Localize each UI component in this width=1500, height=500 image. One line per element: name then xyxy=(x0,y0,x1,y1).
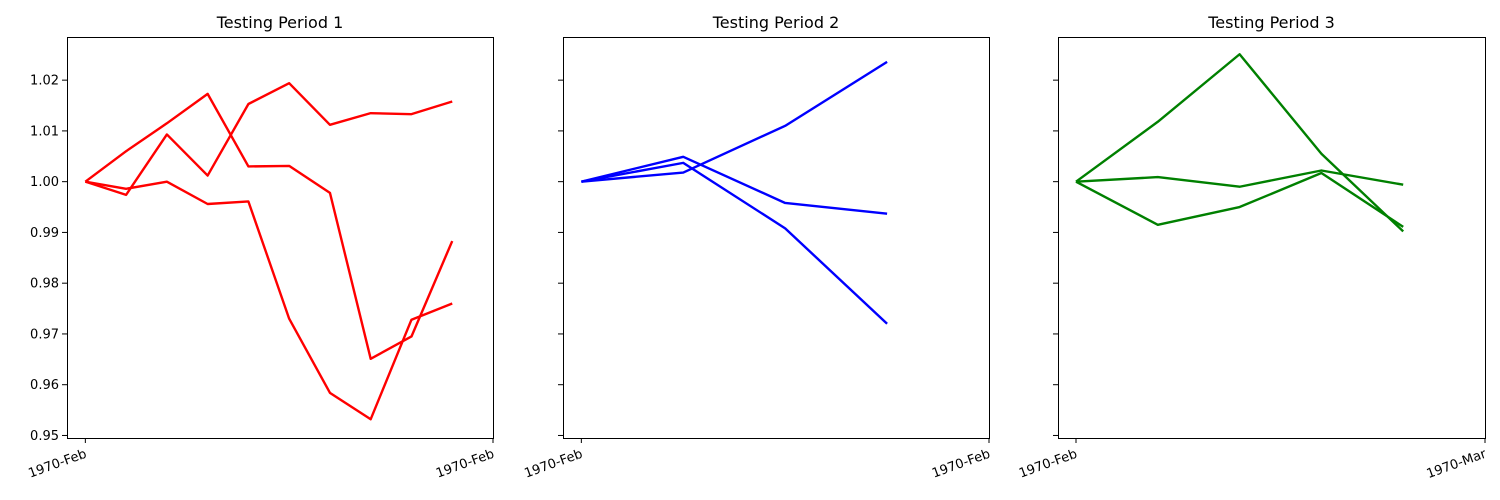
y-tick-label: 1.00 xyxy=(30,175,59,190)
y-tick-label: 1.01 xyxy=(30,124,59,139)
x-tick-label: 1970-Feb xyxy=(26,447,88,482)
chart-panel-2: Testing Period 2 1970-Feb 1970-Feb xyxy=(522,13,992,482)
x-tick-label: 1970-Feb xyxy=(434,447,496,482)
y-tick-label: 1.02 xyxy=(30,74,59,89)
series-line-3 xyxy=(1075,171,1404,228)
series-line-2 xyxy=(581,155,888,215)
series-line-1 xyxy=(581,60,888,183)
series-line-2 xyxy=(84,81,453,197)
series-line-1 xyxy=(1075,53,1405,233)
chart-panel-1: Testing Period 1 0.95 0.96 0.97 0.98 0.99 1.00… xyxy=(26,13,496,482)
plot-frame xyxy=(67,37,494,439)
y-tick-label: 0.95 xyxy=(30,429,59,444)
x-tick-label: 1970-Feb xyxy=(522,447,584,482)
chart-panel-3: Testing Period 3 1970-Feb 1970-Mar xyxy=(1017,13,1489,482)
y-tick-label: 0.96 xyxy=(30,378,59,393)
y-tick-label: 0.99 xyxy=(30,226,59,241)
chart-title: Testing Period 1 xyxy=(216,13,344,32)
plot-frame xyxy=(563,37,990,439)
x-tick-label: 1970-Feb xyxy=(930,447,992,482)
chart-title: Testing Period 3 xyxy=(1207,13,1335,32)
series-line-3 xyxy=(85,180,453,421)
y-tick-label: 0.97 xyxy=(30,327,59,342)
plot-frame xyxy=(1058,37,1486,439)
series-line-1 xyxy=(84,92,454,361)
series-line-3 xyxy=(581,161,888,325)
x-tick-label: 1970-Mar xyxy=(1425,446,1489,482)
series-line-2 xyxy=(1075,169,1404,188)
x-tick-label: 1970-Feb xyxy=(1017,447,1079,482)
chart-title: Testing Period 2 xyxy=(712,13,840,32)
y-tick-label: 0.98 xyxy=(30,277,59,292)
